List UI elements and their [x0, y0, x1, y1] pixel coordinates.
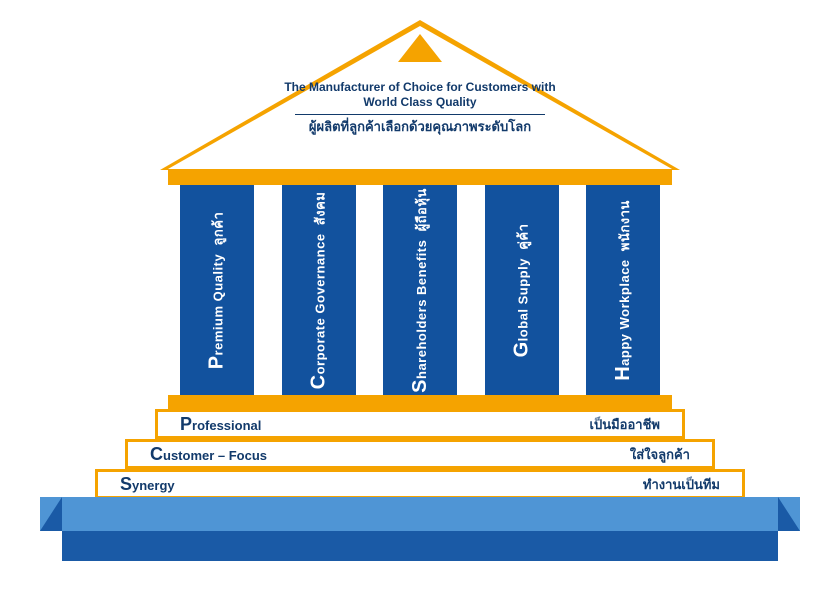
pillar-label: Corporate Governance สังคม	[307, 191, 330, 389]
step-synergy: Synergy ทำงานเป็นทีม	[95, 469, 745, 499]
step-customer-focus: Customer – Focus ใส่ใจลูกค้า	[125, 439, 715, 469]
base-side-right	[778, 497, 800, 531]
roof-divider	[295, 114, 545, 115]
step-professional: Professional เป็นมืออาชีพ	[155, 409, 685, 439]
pillar-label: Global Supply คู่ค้า	[510, 223, 533, 357]
base-platform	[40, 497, 800, 567]
step-label-en: Synergy	[120, 474, 175, 495]
step-label-th: เป็นมืออาชีพ	[590, 414, 660, 435]
base-front-face	[62, 531, 778, 561]
apex-triangle-icon	[398, 34, 442, 62]
vision-title-en: The Manufacturer of Choice for Customers…	[280, 80, 560, 110]
pillar-corporate-governance: Corporate Governance สังคม	[282, 185, 356, 395]
pillar-happy-workplace: Happy Workplace พนักงาน	[586, 185, 660, 395]
pillar-label: Premium Quality ลูกค้า	[206, 211, 229, 369]
base-side-left	[40, 497, 62, 531]
step-label-en: Customer – Focus	[150, 444, 267, 465]
pillar-label: Shareholders Benefits ผู้ถือหุ้น	[409, 188, 432, 393]
foundation-steps: Professional เป็นมืออาชีพ Customer – Foc…	[40, 409, 800, 499]
pillar-premium-quality: Premium Quality ลูกค้า	[180, 185, 254, 395]
vision-title-th: ผู้ผลิตที่ลูกค้าเลือกด้วยคุณภาพระดับโลก	[280, 119, 560, 136]
pillar-label: Happy Workplace พนักงาน	[612, 200, 635, 381]
architrave-bar	[168, 169, 672, 185]
temple-diagram: The Manufacturer of Choice for Customers…	[40, 20, 800, 567]
step-label-th: ใส่ใจลูกค้า	[630, 444, 690, 465]
step-label-en: Professional	[180, 414, 261, 435]
roof-text-block: The Manufacturer of Choice for Customers…	[280, 80, 560, 136]
pillar-global-supply: Global Supply คู่ค้า	[485, 185, 559, 395]
pillars-row: Premium Quality ลูกค้า Corporate Governa…	[170, 185, 670, 395]
plinth-bar	[168, 395, 672, 409]
pillar-shareholders-benefits: Shareholders Benefits ผู้ถือหุ้น	[383, 185, 457, 395]
base-top-face	[40, 497, 800, 531]
step-label-th: ทำงานเป็นทีม	[643, 474, 720, 495]
roof: The Manufacturer of Choice for Customers…	[160, 20, 680, 170]
